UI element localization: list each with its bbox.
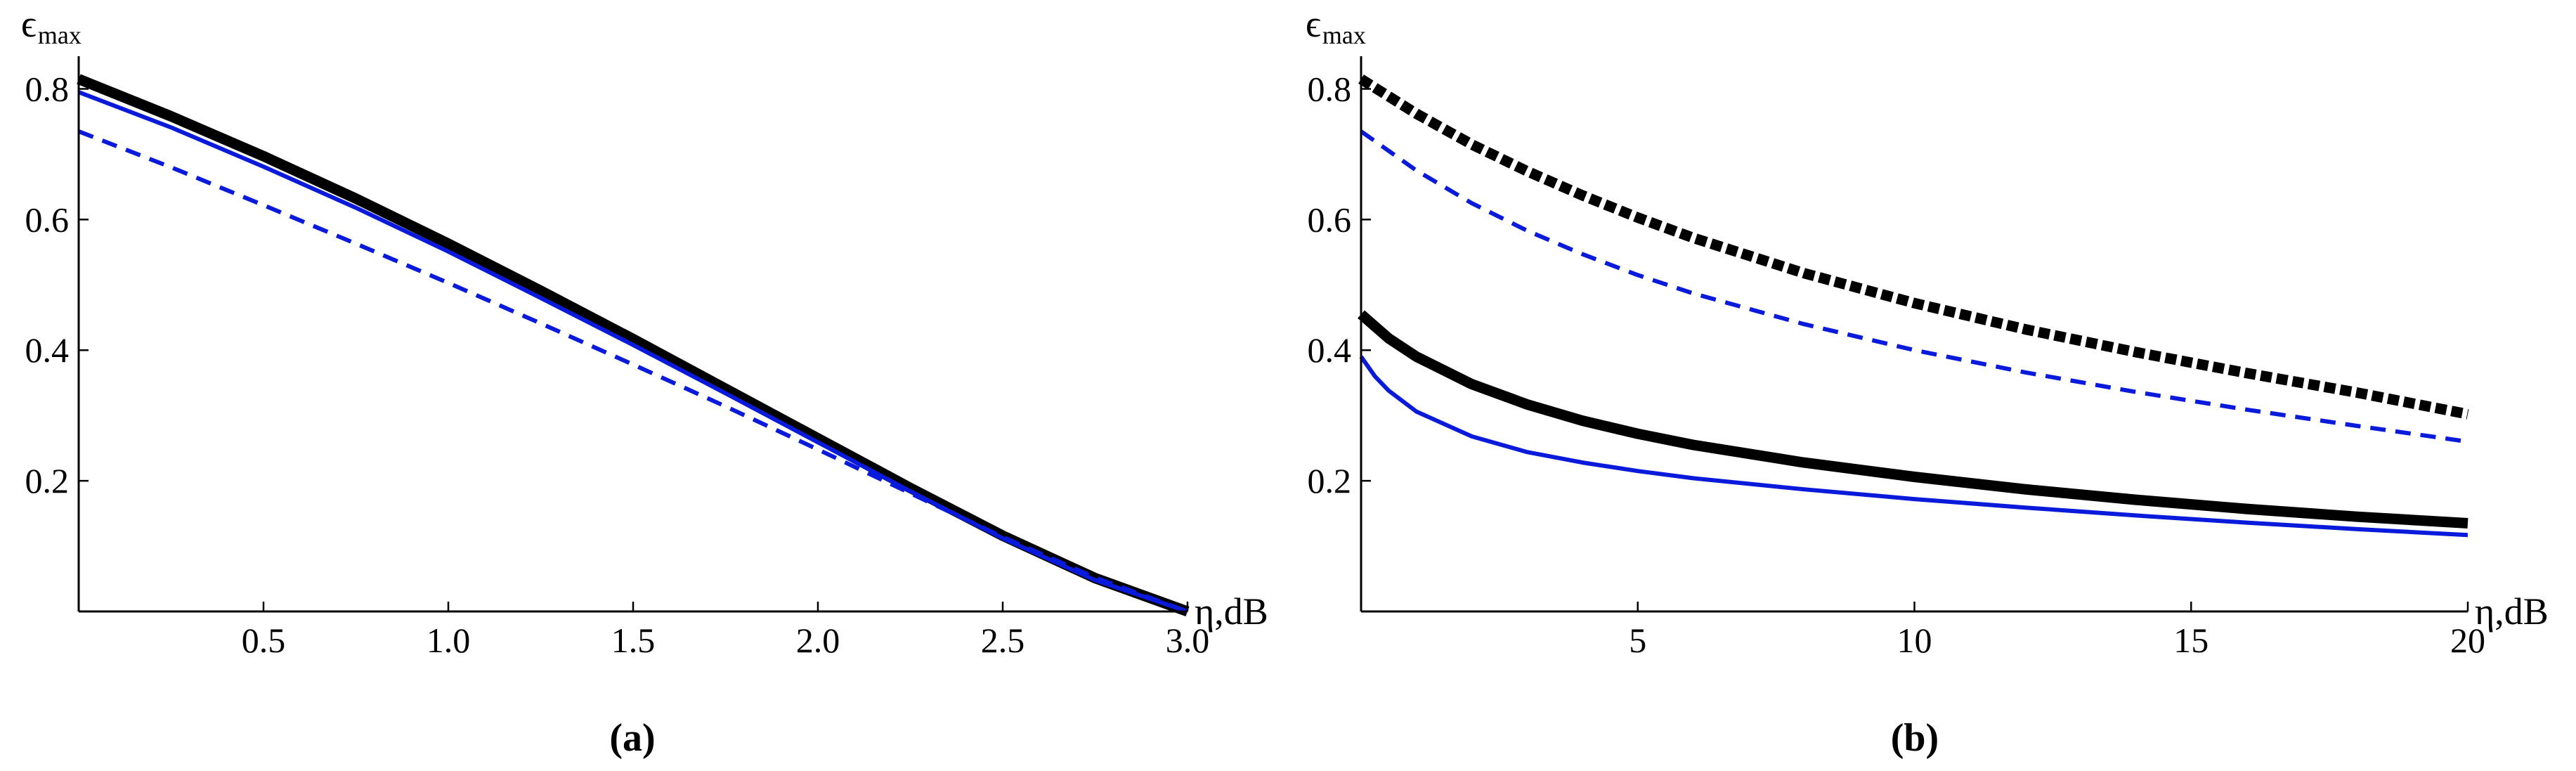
x-tick-label-a-0: 0.5 — [242, 621, 286, 660]
y-tick-label-a-1: 0.4 — [25, 330, 70, 370]
series-line-a-1 — [77, 90, 1188, 614]
series-line-b-3 — [1359, 355, 2468, 538]
chart-panel-a: 0.5 1.0 1.5 2.0 2.5 3.0 0.2 0.4 0.6 0.8 ϵmax η,d… — [21, 3, 1268, 760]
x-ticks-a: 0.5 1.0 1.5 2.0 2.5 3.0 — [242, 602, 1210, 660]
series-line-b-2 — [1358, 310, 2468, 529]
x-axis-label-a: η,dB — [1195, 590, 1268, 633]
series-line-b-0 — [1358, 74, 2469, 420]
plot-lines-a — [77, 74, 1190, 617]
x-tick-label-b-3: 20 — [2450, 621, 2485, 660]
x-tick-label-a-5: 3.0 — [1166, 621, 1210, 660]
panel-label-b: (b) — [1891, 716, 1939, 760]
y-axis-label-main-b: ϵ — [1306, 3, 1321, 45]
series-line-b-1 — [1360, 129, 2468, 444]
x-tick-label-a-1: 1.0 — [427, 621, 471, 660]
chart-panel-b: 5 10 15 20 0.2 0.4 0.6 0.8 ϵmax η,dB (b) — [1306, 3, 2549, 760]
y-tick-label-a-2: 0.6 — [25, 200, 70, 239]
y-tick-label-a-3: 0.8 — [25, 69, 70, 108]
y-axis-label-a: ϵmax — [21, 3, 82, 49]
y-ticks-a: 0.2 0.4 0.6 0.8 — [25, 69, 89, 500]
y-axis-label-sub-a: max — [38, 21, 82, 49]
y-axis-label-b: ϵmax — [1306, 3, 1366, 49]
x-tick-label-b-1: 10 — [1897, 621, 1932, 660]
y-tick-label-b-2: 0.6 — [1308, 200, 1352, 239]
y-axis-label-main-a: ϵ — [21, 3, 37, 45]
x-tick-label-a-3: 2.0 — [796, 621, 840, 660]
x-axis-label-b: η,dB — [2475, 590, 2549, 633]
y-tick-label-a-0: 0.2 — [25, 461, 70, 500]
y-tick-label-b-3: 0.8 — [1308, 69, 1352, 108]
y-axis-label-sub-b: max — [1322, 21, 1366, 49]
y-tick-label-b-0: 0.2 — [1308, 461, 1352, 500]
y-ticks-b: 0.2 0.4 0.6 0.8 — [1308, 69, 1371, 500]
y-tick-label-b-1: 0.4 — [1308, 330, 1352, 370]
panel-label-a: (a) — [609, 716, 655, 760]
x-ticks-b: 5 10 15 20 — [1629, 602, 2485, 660]
series-line-a-0 — [77, 74, 1190, 617]
x-tick-label-a-4: 2.5 — [981, 621, 1025, 660]
x-tick-label-a-2: 1.5 — [611, 621, 656, 660]
plot-lines-b — [1358, 74, 2469, 538]
x-tick-label-b-0: 5 — [1629, 621, 1646, 660]
x-tick-label-b-2: 15 — [2173, 621, 2209, 660]
